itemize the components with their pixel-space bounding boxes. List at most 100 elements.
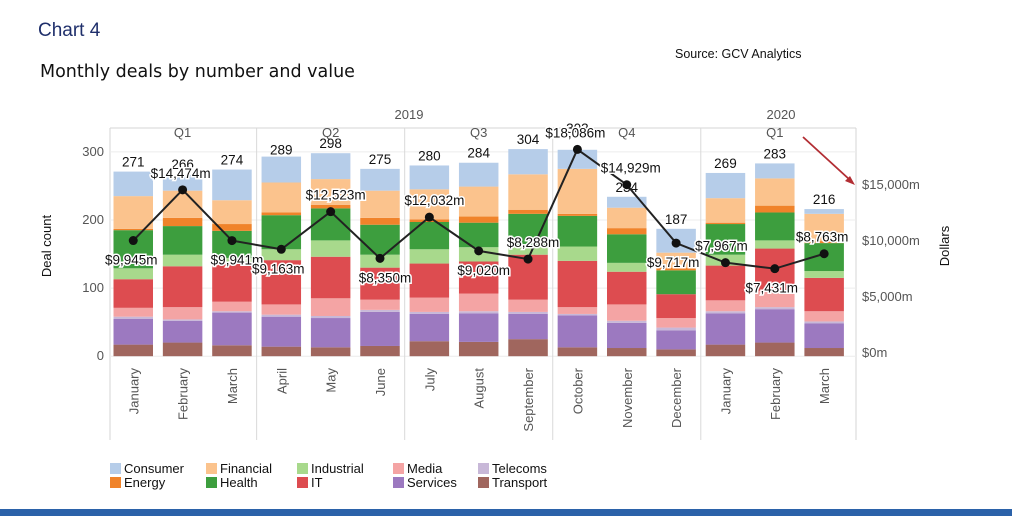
legend-swatch [297, 477, 308, 488]
bar-segment-it [310, 256, 351, 299]
bar-segment-telecoms [508, 311, 548, 314]
deal-value-point [326, 207, 336, 217]
bar-segment-financial [310, 179, 351, 205]
bar-segment-media [113, 307, 153, 317]
total-count-label: 216 [813, 192, 836, 207]
legend-swatch [393, 477, 404, 488]
bar-segment-services [705, 313, 746, 345]
bar-segment-transport [261, 346, 302, 357]
bar-segment-energy [310, 204, 351, 209]
legend-item: Industrial [297, 461, 364, 476]
bar-segment-consumer [212, 169, 252, 201]
legend-label: Telecoms [492, 461, 547, 476]
deal-value-label: $18,086m [545, 125, 605, 140]
bar-segment-services [162, 320, 203, 343]
legend-label: Services [407, 475, 457, 490]
bar-segment-energy [705, 222, 746, 225]
y-right-axis-title: Dollars [937, 225, 952, 266]
bar-segment-health [755, 212, 795, 241]
total-count-label: 289 [270, 142, 293, 157]
y-right-tick-label: $10,000m [862, 233, 920, 248]
total-count-label: 274 [221, 153, 244, 168]
total-count-label: 266 [171, 157, 194, 172]
bar-segment-industrial [162, 254, 203, 267]
bar-segment-transport [607, 348, 647, 357]
deal-value-label: $12,032m [404, 193, 464, 208]
deal-value-label: $7,431m [746, 281, 799, 296]
bar-segment-transport [360, 345, 400, 357]
bar-segment-transport [212, 345, 252, 357]
bar-segment-financial [755, 178, 795, 206]
x-category-label: October [570, 367, 585, 414]
deal-value-label: $14,929m [601, 161, 661, 176]
x-category-label: February [768, 368, 783, 421]
bar-segment-health [557, 215, 598, 247]
bar-segment-telecoms [656, 327, 696, 331]
bar-segment-transport [409, 341, 450, 357]
bar-segment-consumer [557, 149, 598, 169]
bar-segment-industrial [310, 240, 351, 257]
bar-segment-telecoms [458, 311, 499, 314]
deal-value-point [375, 253, 385, 263]
bar-segment-energy [656, 267, 696, 271]
deal-value-point [671, 238, 681, 248]
bar-segment-consumer [458, 162, 499, 187]
total-count-label: 283 [764, 146, 787, 161]
bar-segment-industrial [508, 245, 548, 255]
year-label: 2020 [767, 107, 796, 122]
legend-swatch [110, 477, 121, 488]
bar-segment-transport [755, 342, 795, 357]
deal-value-label: $8,288m [507, 235, 560, 250]
deal-value-label: $9,163m [252, 261, 305, 276]
deal-value-label: $7,967m [695, 239, 748, 254]
bar-segment-telecoms [212, 311, 252, 313]
bar-segment-consumer [607, 196, 647, 208]
bar-segment-media [656, 318, 696, 328]
bar-segment-services [360, 311, 400, 346]
legend-item: Telecoms [478, 461, 547, 476]
bar-segment-services [508, 313, 548, 340]
bar-segment-transport [113, 344, 153, 357]
bar-segment-consumer [162, 175, 203, 191]
bar-segment-telecoms [310, 316, 351, 319]
bar-segment-consumer [409, 165, 450, 190]
bar-segment-telecoms [557, 313, 598, 316]
bar-segment-it [458, 261, 499, 294]
deal-value-point [276, 244, 286, 254]
bar-segment-financial [212, 200, 252, 225]
legend-item: IT [297, 475, 323, 490]
deal-value-point [474, 246, 484, 256]
bar-segment-telecoms [804, 321, 844, 324]
quarter-label: Q1 [174, 125, 191, 140]
deal-value-label: $14,474m [151, 166, 211, 181]
bar-segment-energy [458, 216, 499, 223]
bar-segment-telecoms [409, 311, 450, 314]
bar-segment-financial [508, 174, 548, 210]
legend-swatch [206, 463, 217, 474]
bar-segment-industrial [113, 268, 153, 280]
bar-segment-media [458, 293, 499, 312]
legend-item: Energy [110, 475, 165, 490]
legend-item: Consumer [110, 461, 184, 476]
bar-segment-it [656, 294, 696, 319]
bar-segment-media [310, 298, 351, 316]
bar-segment-transport [804, 348, 844, 357]
deal-value-point [523, 254, 533, 264]
deal-value-point [424, 212, 434, 222]
bar-segment-energy [804, 241, 844, 244]
total-count-label: 304 [517, 132, 540, 147]
year-label: 2019 [395, 107, 424, 122]
bar-segment-telecoms [705, 311, 746, 314]
annotation-arrow [802, 136, 851, 181]
x-category-label: January [718, 368, 733, 415]
legend-item: Health [206, 475, 258, 490]
bar-segment-energy [607, 228, 647, 235]
deal-value-label: $8,350m [359, 270, 412, 285]
bar-segment-health [458, 222, 499, 248]
chart-label: Chart 4 [38, 20, 101, 41]
legend-label: Health [220, 475, 258, 490]
legend-label: Energy [124, 475, 166, 490]
deal-value-label: $9,717m [647, 255, 700, 270]
bar-segment-financial [360, 190, 400, 218]
bar-segment-financial [113, 196, 153, 229]
